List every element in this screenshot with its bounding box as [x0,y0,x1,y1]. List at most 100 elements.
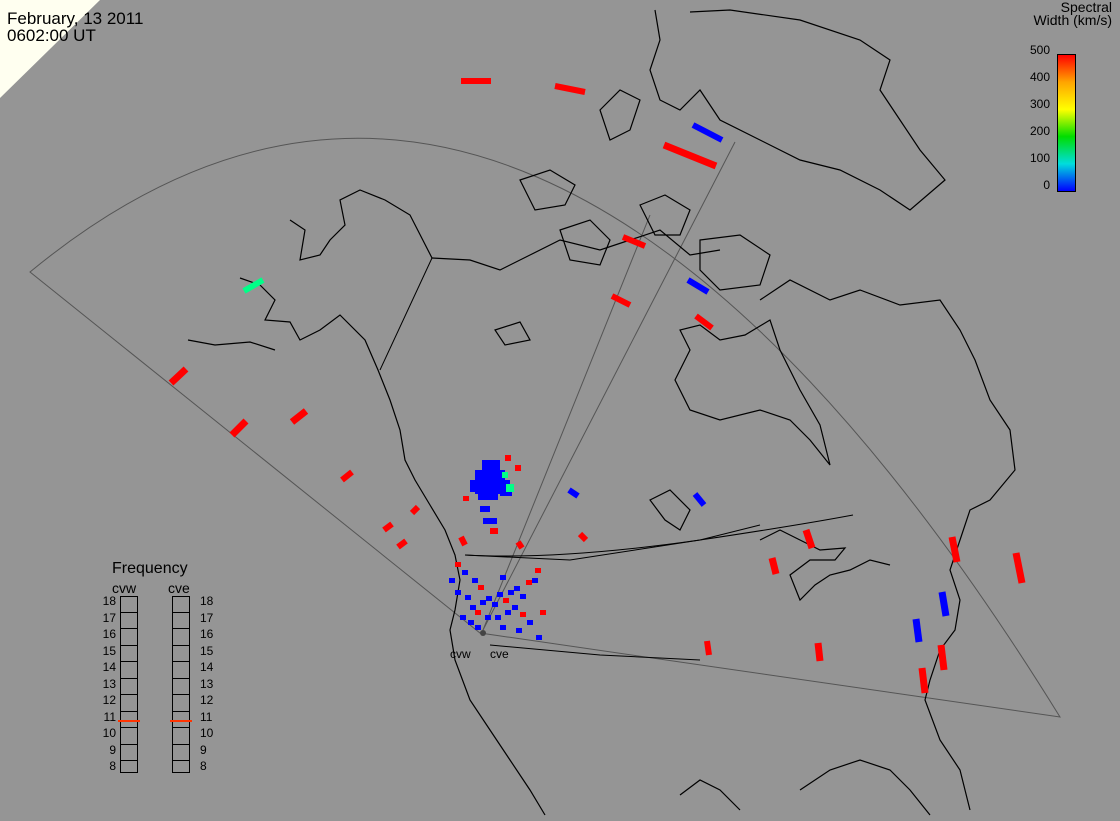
frequency-scale-number: 8 [200,759,207,773]
frequency-scale-number: 8 [109,759,116,773]
echo-segment [937,644,948,671]
frequency-scale-box [172,596,190,773]
frequency-scale-number: 15 [102,643,116,658]
echo-cell [514,586,520,591]
echo-cell [516,628,522,633]
fov-outline [29,137,1061,718]
echo-cell [526,580,532,585]
echo-cell [532,578,538,583]
frequency-scale-box [120,596,138,773]
echo-cell [460,615,466,620]
frequency-scale-number: 9 [109,742,116,757]
echo-cell [500,575,506,580]
colorbar-tick: 300 [1029,97,1050,111]
echo-segment [691,122,724,143]
echo-cell [527,620,533,625]
echo-cell [540,610,546,615]
echo-cell [515,465,521,471]
echo-segment [168,366,189,386]
echo-segment [382,521,394,533]
frequency-scale-number: 15 [200,643,214,658]
echo-cell [475,610,481,615]
echo-cell [520,612,526,617]
frequency-scale-number: 10 [102,726,116,740]
echo-cell [503,598,509,603]
frequency-scale-number: 10 [200,726,214,740]
echo-segment [938,591,950,617]
echo-cell [512,605,518,610]
colorbar-tick: 100 [1029,151,1050,165]
echo-segment [409,504,421,516]
echo-cell [449,578,455,583]
echo-segment [289,408,309,425]
echo-segment [918,667,929,694]
scatter-data [168,78,1026,694]
echo-cell [478,492,498,500]
echo-cell [478,585,484,590]
echo-cell [470,605,476,610]
echo-segment [814,642,824,662]
frequency-marker [118,719,140,722]
range-arc [464,514,854,557]
echo-segment [554,83,586,95]
echo-cell [506,484,514,492]
echo-segment [229,418,249,438]
echo-cell [495,615,501,620]
frequency-scale-number: 9 [200,742,207,757]
echo-segment [704,640,712,656]
echo-segment [242,277,265,294]
echo-cell [462,570,468,575]
echo-cell [480,506,490,512]
echo-cell [465,595,471,600]
frequency-scale-number: 14 [200,660,214,674]
echo-cell [505,610,511,615]
echo-segment [912,618,923,643]
echo-cell [535,568,541,573]
date-label: February, 13 2011 [7,9,144,28]
echo-cell [468,620,474,625]
daylight-region [0,0,100,98]
echo-cell [463,496,469,501]
frequency-title: Frequency [112,560,188,577]
echo-cell [486,596,492,601]
echo-cell [485,615,491,620]
frequency-scale-number: 18 [102,594,116,608]
echo-segment [567,487,580,499]
frequency-scale-number: 17 [200,610,214,625]
frequency-scale-number: 16 [200,627,214,641]
echo-cell [508,590,514,595]
echo-segment [768,557,780,575]
frequency-scale-number: 12 [102,693,116,707]
echo-segment [577,531,589,543]
time-label: 0602:00 UT [7,26,96,45]
echo-segment [610,293,632,308]
echo-cell [492,602,498,607]
echo-cell [480,600,486,605]
echo-cell [500,625,506,630]
frequency-scale-number: 12 [200,693,214,707]
echo-segment [948,536,961,563]
freq-col-label: cve [168,580,190,596]
frequency-scale-number: 13 [200,676,214,691]
echo-segment [694,313,714,331]
frequency-marker [170,719,192,722]
colorbar-title-1: Spectral [1060,0,1112,15]
beam-line [482,214,651,631]
echo-segment [396,538,408,550]
colorbar-tick: 0 [1043,178,1050,192]
echo-segment [458,535,468,547]
frequency-scale-number: 11 [103,709,116,724]
frequency-scale-number: 11 [200,709,213,724]
echo-cell [505,455,511,461]
colorbar-tick: 500 [1029,43,1050,57]
colorbar-tick: 400 [1029,70,1050,84]
frequency-scale-number: 18 [200,594,214,608]
echo-cell [455,590,461,595]
echo-segment [515,540,525,550]
echo-cell [490,528,498,534]
echo-segment [662,141,718,170]
echo-cell [455,562,461,567]
radar-label-cvw: cvw [450,647,471,661]
colorbar-tick: 200 [1029,124,1050,138]
